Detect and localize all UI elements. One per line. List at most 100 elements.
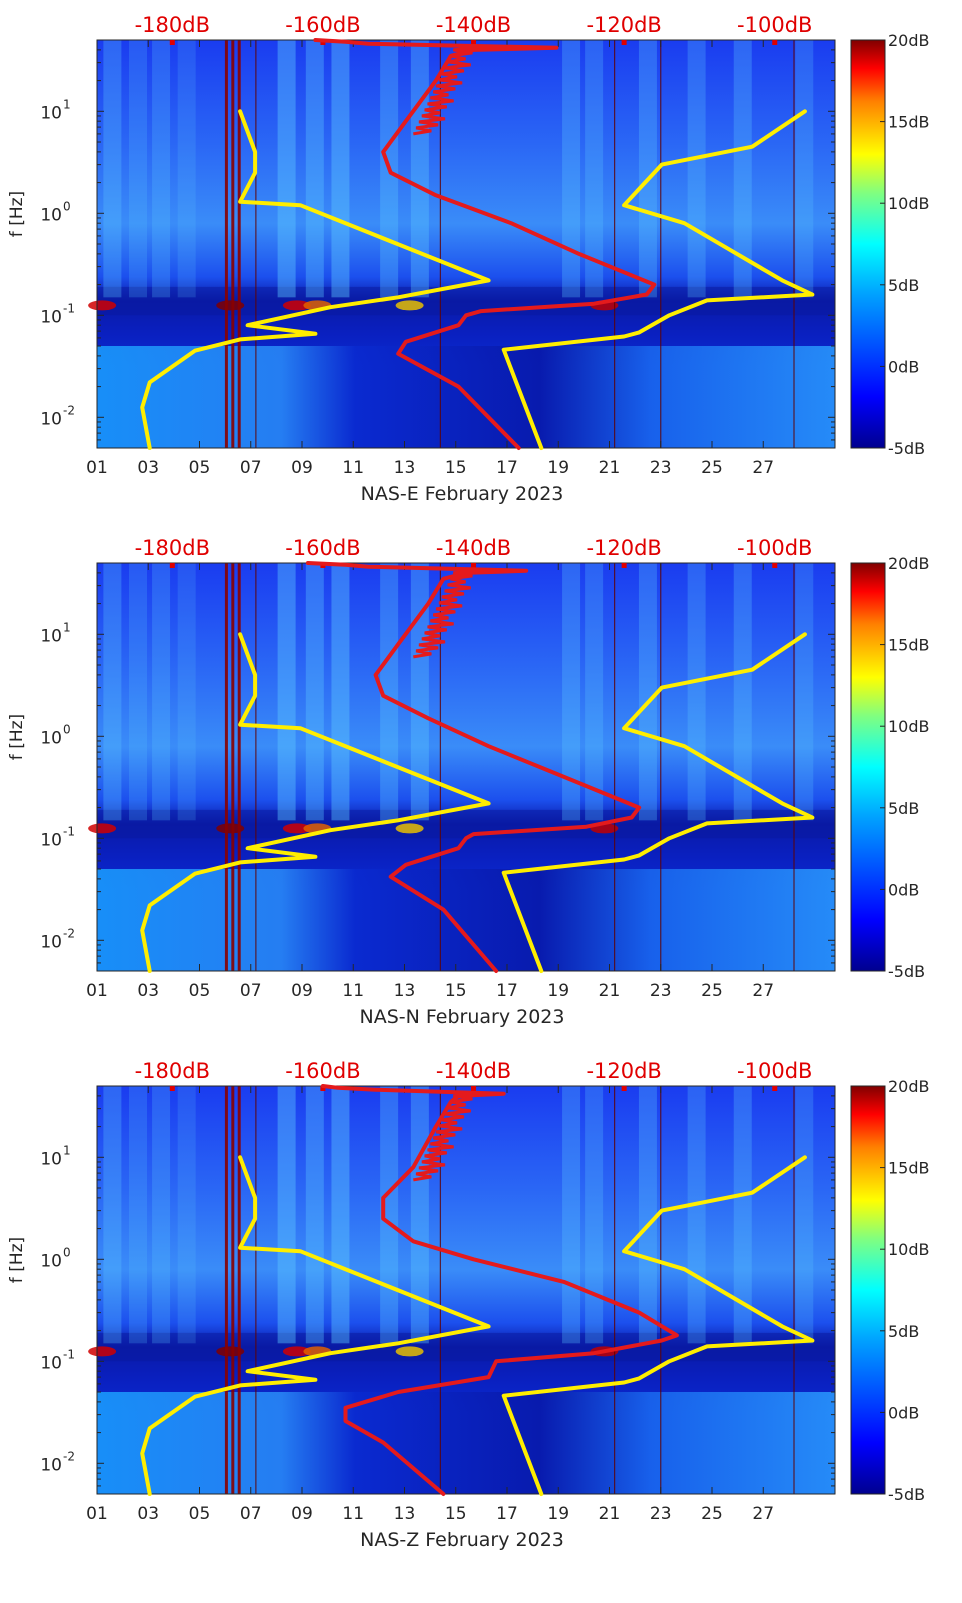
spike-line: [224, 40, 228, 448]
x-tick-label: 03: [137, 458, 159, 478]
y-tick-label: 10: [40, 1251, 62, 1271]
event-streak: [380, 563, 399, 821]
psd-curve-noise-model-high: [501, 109, 815, 450]
event-streak: [410, 40, 429, 298]
microseism-hotspot: [395, 823, 424, 834]
spike-line: [224, 563, 228, 971]
db-axis-tick: [621, 563, 627, 568]
x-tick-label: 01: [86, 458, 108, 478]
db-axis-label: -100dB: [737, 536, 812, 560]
psd-curve-high-frequency-spikes: [413, 45, 480, 136]
event-streak: [331, 1086, 350, 1344]
psd-curve-station-PSD: [313, 38, 657, 450]
event-streak: [129, 563, 147, 821]
event-streak: [177, 40, 196, 298]
spike-line: [255, 40, 257, 448]
event-streak: [795, 1086, 814, 1344]
event-streak: [733, 563, 752, 821]
db-axis-tick: [471, 40, 477, 45]
x-tick-label: 09: [291, 981, 313, 1001]
y-tick-exponent: -2: [63, 1449, 75, 1463]
x-tick-label: 03: [137, 981, 159, 1001]
microseism-hotspot: [88, 823, 117, 834]
event-streak: [305, 1086, 324, 1344]
y-tick-exponent: -2: [63, 403, 75, 417]
x-tick-label: 11: [342, 981, 364, 1001]
microseism-hotspot: [282, 1346, 311, 1357]
psd-curve-noise-model-high: [501, 632, 815, 973]
y-tick-label: 10: [40, 932, 62, 952]
x-tick-label: 23: [650, 981, 672, 1001]
colorbar-tick-label: 20dB: [888, 31, 930, 50]
colorbar-tick-label: 0dB: [888, 357, 919, 376]
colorbar-tick-label: 10dB: [888, 1240, 930, 1259]
db-axis-tick: [621, 40, 627, 45]
db-axis-label: -180dB: [135, 1059, 210, 1083]
colorbar-tick-label: 20dB: [888, 1077, 930, 1096]
db-axis-tick: [169, 40, 175, 45]
x-tick-label: 07: [240, 1504, 262, 1524]
x-tick-label: 05: [189, 981, 211, 1001]
event-streak: [331, 40, 350, 298]
microseism-hotspot: [216, 823, 245, 834]
y-tick-label: 10: [40, 728, 62, 748]
colorbar-tick-label: -5dB: [888, 439, 925, 458]
db-axis-label: -140dB: [436, 536, 511, 560]
spike-line: [237, 563, 241, 971]
y-tick-exponent: 0: [63, 722, 71, 736]
colorbar-tick-label: 15dB: [888, 113, 930, 132]
spike-line: [439, 1086, 441, 1494]
db-axis-tick: [621, 1086, 627, 1091]
db-axis-tick: [772, 40, 778, 45]
colorbar-tick-label: 0dB: [888, 1403, 919, 1422]
db-axis-label: -120dB: [586, 13, 661, 37]
x-tick-label: 07: [240, 458, 262, 478]
spike-line: [660, 563, 662, 971]
low-frequency-band: [97, 1392, 835, 1494]
event-streak: [152, 40, 171, 298]
low-frequency-band: [97, 869, 835, 971]
spike-line: [614, 40, 616, 448]
x-tick-label: 17: [496, 458, 518, 478]
microseism-hotspot: [395, 300, 424, 311]
colorbar-tick-label: 15dB: [888, 1159, 930, 1178]
event-streak: [152, 1086, 171, 1344]
event-streak: [410, 1086, 429, 1344]
x-tick-label: 15: [445, 981, 467, 1001]
x-tick-label: 17: [496, 981, 518, 1001]
event-streak: [687, 40, 706, 298]
db-axis-tick: [320, 1086, 326, 1091]
psd-curve-noise-model-high: [501, 1155, 815, 1496]
microseism-hotspot: [395, 1346, 424, 1357]
colorbar-tick-label: 20dB: [888, 554, 930, 573]
colorbar-tick-label: 10dB: [888, 194, 930, 213]
y-tick-label: 10: [40, 205, 62, 225]
db-axis-label: -100dB: [737, 1059, 812, 1083]
y-tick-label: 10: [40, 626, 62, 646]
db-axis-tick: [320, 40, 326, 45]
event-streak: [277, 1086, 296, 1344]
spike-line: [224, 1086, 228, 1494]
spike-line: [793, 563, 795, 971]
spike-line: [237, 1086, 241, 1494]
colorbar: [850, 562, 886, 972]
spike-line: [255, 563, 257, 971]
event-streak: [562, 1086, 581, 1344]
x-tick-label: 27: [752, 1504, 774, 1524]
spike-line: [660, 1086, 662, 1494]
psd-curve-station-PSD: [305, 561, 642, 973]
spike-line: [439, 40, 441, 448]
y-axis-label: f [Hz]: [7, 191, 27, 237]
event-streak: [277, 563, 296, 821]
x-tick-label: 05: [189, 458, 211, 478]
colorbar-tick-label: 5dB: [888, 276, 919, 295]
colorbar-tick-label: -5dB: [888, 962, 925, 981]
event-streak: [585, 40, 604, 298]
spike-line: [793, 40, 795, 448]
event-streak: [585, 1086, 604, 1344]
psd-curve-high-frequency-spikes: [413, 568, 480, 659]
y-tick-label: 10: [40, 1149, 62, 1169]
spike-line: [255, 1086, 257, 1494]
event-streak: [103, 1086, 122, 1344]
